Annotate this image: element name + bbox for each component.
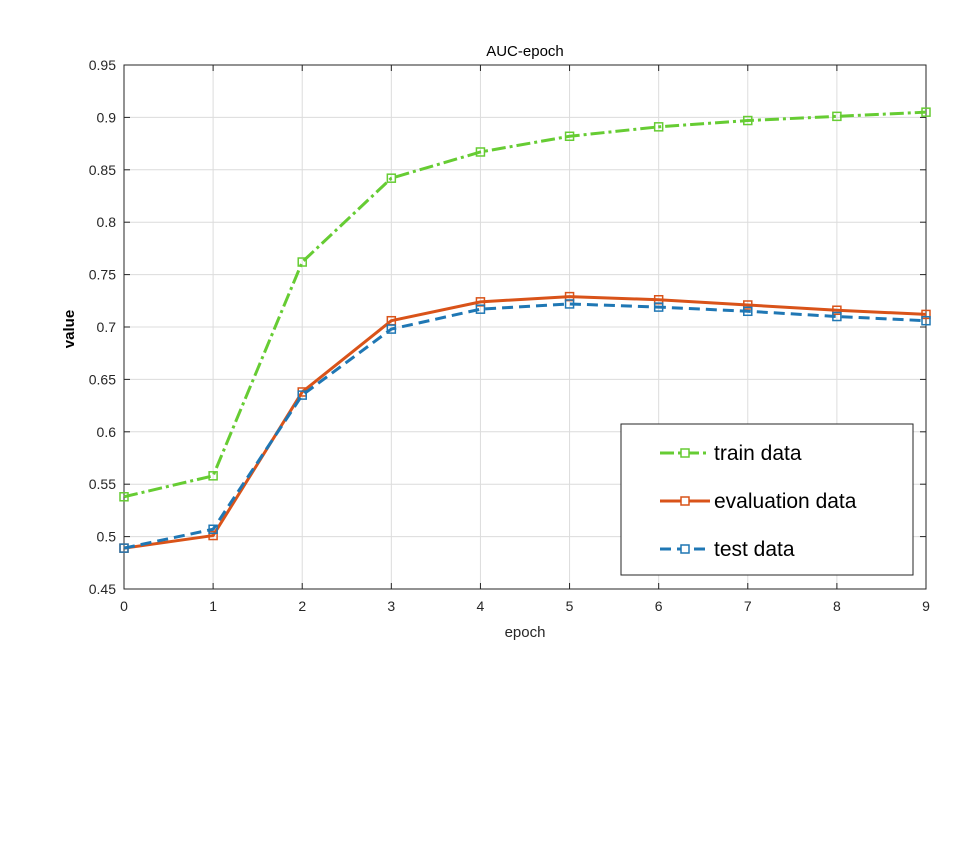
x-tick-label: 2 (298, 598, 306, 614)
data-point (564, 299, 575, 309)
series-layer (119, 107, 931, 553)
series-test-data (119, 299, 931, 553)
data-point (475, 147, 486, 157)
data-point (297, 390, 307, 400)
x-tick-label: 0 (120, 598, 128, 614)
y-tick-label: 0.95 (89, 57, 116, 73)
x-tick-label: 6 (655, 598, 663, 614)
data-point (297, 257, 307, 267)
y-tick-label: 0.65 (89, 371, 116, 387)
y-tick-label: 0.5 (97, 529, 117, 545)
data-point (832, 311, 842, 322)
x-tick-label: 7 (744, 598, 752, 614)
y-tick-label: 0.75 (89, 267, 116, 283)
data-point (921, 309, 931, 320)
x-tick-label: 8 (833, 598, 841, 614)
legend-label: test data (714, 538, 795, 561)
data-point (921, 107, 931, 117)
y-axis: 0.45 0.5 0.55 0.6 0.65 0.7 0.75 0.8 0.85 0.9 0.95 (89, 57, 926, 597)
series-line (123, 302, 927, 550)
legend-label: train data (714, 442, 802, 465)
legend-label: evaluation data (714, 490, 857, 513)
legend-marker (680, 496, 690, 506)
data-point (386, 324, 397, 334)
data-point (564, 131, 575, 142)
data-point (832, 111, 842, 122)
series-train-data (119, 107, 931, 502)
data-point (208, 471, 218, 481)
data-point (832, 305, 842, 315)
y-tick-label: 0.55 (89, 476, 116, 492)
legend-item: evaluation data (660, 490, 857, 513)
series-line (123, 110, 927, 499)
data-point (743, 300, 753, 310)
data-point (208, 524, 218, 535)
legend-marker (680, 544, 690, 554)
x-axis: 0 1 2 3 4 5 6 7 8 9 (120, 65, 930, 614)
data-point (653, 302, 664, 312)
data-point (743, 306, 753, 317)
y-tick-label: 0.9 (97, 109, 117, 125)
legend-item: test data (660, 538, 795, 561)
y-tick-label: 0.6 (97, 424, 117, 440)
data-point (119, 492, 129, 502)
data-point (119, 543, 129, 553)
data-point (653, 122, 664, 132)
x-axis-label: epoch (505, 624, 546, 641)
legend: train data evaluation data test data (620, 423, 914, 576)
data-point (743, 115, 753, 126)
y-tick-label: 0.8 (97, 214, 117, 230)
data-point (386, 173, 397, 183)
data-point (921, 315, 931, 326)
data-point (208, 530, 218, 541)
chart-title: AUC-epoch (486, 43, 564, 60)
data-point (475, 304, 486, 314)
legend-marker (680, 448, 690, 458)
y-tick-label: 0.85 (89, 162, 116, 178)
x-tick-label: 9 (922, 598, 930, 614)
y-tick-label: 0.7 (97, 319, 117, 335)
x-tick-label: 1 (209, 598, 217, 614)
y-axis-label: value (61, 310, 78, 348)
x-tick-label: 5 (566, 598, 574, 614)
legend-item: train data (660, 442, 802, 465)
x-tick-label: 3 (387, 598, 395, 614)
y-tick-label: 0.45 (89, 581, 116, 597)
x-tick-label: 4 (477, 598, 485, 614)
